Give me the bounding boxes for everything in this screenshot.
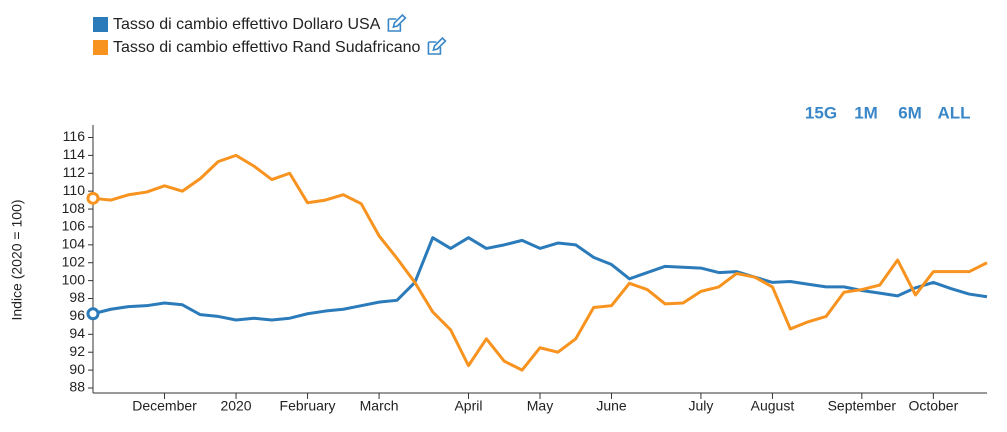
start-marker bbox=[86, 307, 100, 321]
legend-swatch bbox=[93, 17, 108, 32]
x-tick-label: December bbox=[132, 398, 197, 414]
x-tick-label: March bbox=[360, 398, 399, 414]
y-tick-label: 100 bbox=[62, 271, 86, 287]
y-tick-label: 92 bbox=[69, 343, 85, 359]
legend: Tasso di cambio effettivo Dollaro USA Tas… bbox=[93, 13, 447, 56]
y-tick-label: 102 bbox=[62, 253, 86, 269]
x-tick-label: April bbox=[454, 398, 482, 414]
x-tick-label: 2020 bbox=[220, 398, 251, 414]
legend-swatch bbox=[93, 40, 108, 55]
range-button[interactable]: 6M bbox=[898, 103, 922, 122]
range-button[interactable]: 15G bbox=[805, 103, 837, 122]
x-tick-label: February bbox=[280, 398, 336, 414]
y-tick-label: 98 bbox=[69, 289, 85, 305]
x-tick-label: September bbox=[828, 398, 897, 414]
legend-label: Tasso di cambio effettivo Rand Sudafrica… bbox=[113, 39, 421, 56]
x-tick-label: October bbox=[908, 398, 958, 414]
series-line bbox=[92, 236, 988, 322]
x-tick-label: May bbox=[527, 398, 553, 414]
y-axis-label: Indice (2020 = 100) bbox=[9, 199, 25, 320]
x-tick-label: June bbox=[596, 398, 627, 414]
edit-icon[interactable] bbox=[427, 36, 447, 55]
range-button[interactable]: ALL bbox=[937, 103, 970, 122]
start-marker bbox=[86, 191, 100, 205]
y-tick-label: 96 bbox=[69, 307, 85, 323]
range-button[interactable]: 1M bbox=[854, 103, 878, 122]
y-tick-label: 106 bbox=[62, 218, 86, 234]
y-tick-label: 90 bbox=[69, 361, 85, 377]
y-tick-label: 88 bbox=[69, 379, 85, 395]
y-tick-label: 112 bbox=[63, 164, 86, 180]
y-tick-label: 116 bbox=[63, 128, 86, 144]
y-tick-label: 110 bbox=[63, 182, 86, 198]
y-tick-label: 94 bbox=[69, 325, 85, 341]
y-tick-label: 104 bbox=[62, 236, 86, 252]
series-line bbox=[92, 153, 988, 372]
y-tick-label: 108 bbox=[62, 200, 86, 216]
x-tick-label: July bbox=[688, 398, 713, 414]
x-tick-label: August bbox=[751, 398, 795, 414]
edit-icon[interactable] bbox=[387, 13, 407, 32]
y-tick-label: 114 bbox=[63, 146, 86, 162]
legend-label: Tasso di cambio effettivo Dollaro USA bbox=[113, 16, 381, 33]
